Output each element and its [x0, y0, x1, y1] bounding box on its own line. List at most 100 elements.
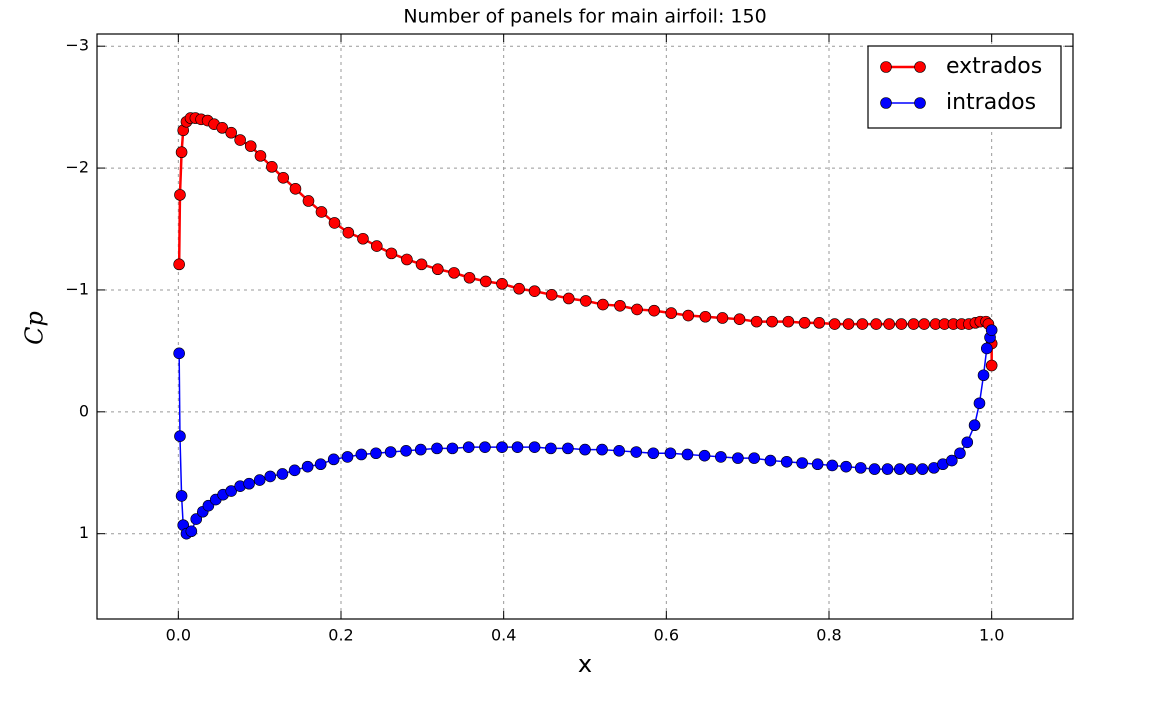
marker — [301, 460, 314, 473]
marker — [174, 430, 186, 442]
marker — [225, 485, 237, 497]
marker — [528, 441, 541, 453]
marker — [681, 448, 694, 461]
marker — [562, 292, 575, 305]
marker — [328, 217, 341, 229]
marker — [463, 271, 476, 284]
marker — [895, 318, 908, 330]
marker — [288, 464, 301, 477]
marker — [327, 453, 340, 466]
marker — [342, 226, 355, 239]
marker — [580, 295, 592, 307]
marker — [811, 458, 824, 471]
marker — [173, 258, 185, 271]
marker — [907, 318, 920, 330]
marker — [613, 445, 625, 457]
legend-marker — [880, 97, 892, 109]
marker — [954, 447, 966, 460]
marker — [614, 299, 626, 312]
marker — [385, 247, 398, 260]
marker — [355, 448, 368, 461]
x-tick-label: 0.4 — [491, 626, 516, 645]
y-tick-label: −3 — [65, 36, 89, 55]
marker — [647, 447, 660, 460]
marker — [496, 278, 508, 290]
marker — [579, 443, 591, 456]
marker — [813, 317, 826, 329]
marker — [370, 447, 382, 460]
marker — [289, 182, 302, 195]
marker — [234, 134, 246, 146]
marker — [185, 525, 198, 538]
marker — [216, 122, 229, 134]
marker — [893, 463, 906, 475]
marker — [302, 195, 315, 207]
marker — [401, 253, 413, 266]
y-axis-label: Cp — [21, 311, 49, 345]
marker — [431, 263, 444, 276]
marker — [870, 318, 882, 330]
marker — [175, 490, 188, 502]
marker — [562, 442, 574, 455]
marker — [446, 442, 459, 455]
marker — [175, 146, 188, 159]
x-tick-label: 0.6 — [654, 626, 679, 645]
series — [173, 112, 998, 372]
marker — [462, 441, 475, 453]
marker — [448, 267, 460, 279]
y-tick-label: −2 — [65, 158, 89, 177]
marker — [479, 441, 491, 453]
marker — [977, 369, 990, 382]
marker — [766, 315, 778, 328]
marker — [826, 459, 839, 472]
marker — [733, 313, 746, 325]
marker — [881, 463, 894, 475]
marker — [511, 441, 524, 453]
marker — [496, 441, 508, 453]
marker — [414, 443, 427, 456]
legend-label: extrados — [946, 54, 1042, 79]
marker — [384, 446, 397, 458]
marker — [764, 454, 777, 467]
marker — [961, 436, 974, 449]
marker — [254, 150, 267, 162]
marker — [253, 474, 266, 486]
marker — [244, 140, 257, 152]
marker — [854, 462, 867, 474]
legend-marker — [914, 61, 926, 73]
marker — [528, 285, 541, 297]
x-tick-label: 0.8 — [816, 626, 841, 645]
marker — [264, 470, 277, 483]
marker — [973, 397, 986, 410]
marker — [918, 318, 930, 330]
marker — [750, 315, 763, 328]
marker — [545, 442, 557, 455]
marker — [415, 258, 428, 271]
legend-marker — [914, 97, 926, 109]
marker — [780, 455, 793, 468]
marker — [840, 460, 852, 473]
plot-frame — [96, 33, 1074, 620]
y-tick-label: −1 — [65, 279, 89, 298]
legend-box — [867, 45, 1062, 129]
marker — [190, 513, 203, 525]
marker — [748, 452, 760, 464]
marker — [856, 318, 869, 330]
x-tick-label: 0.0 — [166, 626, 191, 645]
chart-title: Number of panels for main airfoil: 150 — [403, 6, 766, 28]
marker — [946, 454, 958, 467]
marker — [798, 317, 811, 329]
marker — [479, 275, 492, 288]
marker — [597, 298, 609, 311]
y-tick-label: 0 — [79, 401, 89, 420]
marker — [796, 457, 808, 469]
marker — [985, 359, 998, 372]
x-tick-label: 1.0 — [979, 626, 1004, 645]
x-axis-label: x — [578, 650, 592, 678]
marker — [699, 310, 712, 323]
marker — [665, 307, 678, 319]
marker — [828, 318, 841, 330]
legend-label: intrados — [946, 90, 1036, 115]
series — [173, 324, 998, 540]
marker — [276, 468, 289, 480]
